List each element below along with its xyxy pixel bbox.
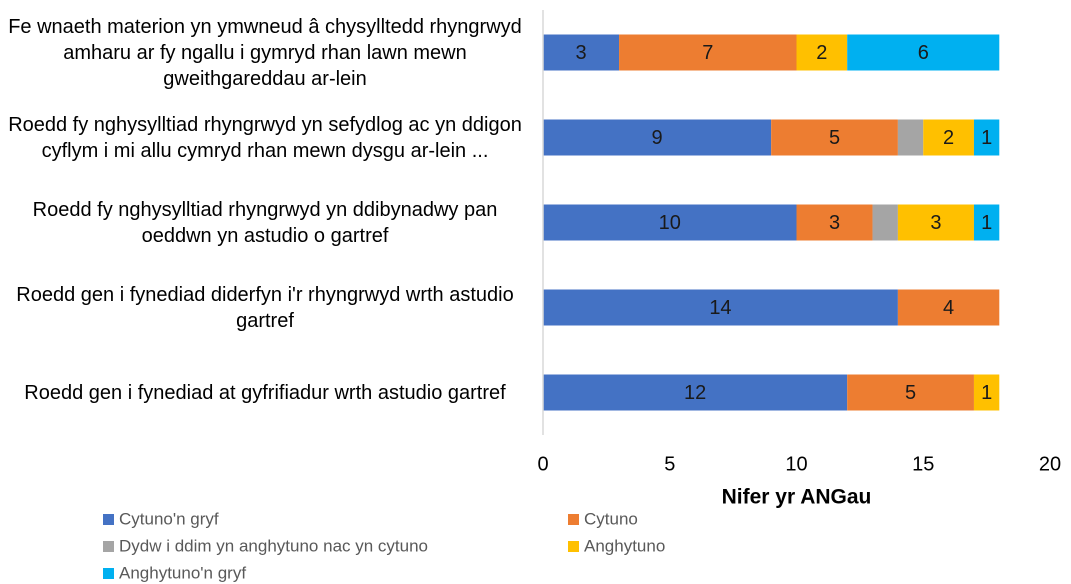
x-tick-label: 5 [664, 453, 675, 475]
bar-segment [847, 374, 974, 411]
data-label: 14 [709, 297, 731, 319]
bar-segment [543, 204, 797, 241]
legend-label: Anghytuno'n gryf [119, 563, 246, 582]
data-label: 10 [659, 212, 681, 234]
category-label: Roedd fy nghysylltiad rhyngrwyd yn ddiby… [32, 198, 498, 247]
legend-swatch [568, 541, 579, 552]
legend-label: Cytuno [584, 509, 638, 528]
category-label: Roedd gen i fynediad diderfyn i'r rhyngr… [16, 283, 514, 332]
bar-segment [847, 34, 1000, 71]
legend-swatch [103, 568, 114, 579]
category-label: Fe wnaeth materion yn ymwneud â chysyllt… [8, 15, 522, 90]
category-label: Roedd fy nghysylltiad rhyngrwyd yn sefyd… [8, 113, 522, 162]
bar-segment [796, 204, 873, 241]
data-label: 1 [981, 127, 992, 149]
legend-label: Anghytuno [584, 536, 665, 555]
data-label: 2 [943, 127, 954, 149]
category-label: Roedd gen i fynediad at gyfrifiadur wrth… [24, 381, 506, 404]
data-label: 5 [829, 127, 840, 149]
bar-segment [897, 119, 924, 156]
data-label: 1 [981, 212, 992, 234]
data-label: 12 [684, 382, 706, 404]
x-axis-title: Nifer yr ANGau [722, 486, 872, 509]
legend-swatch [103, 514, 114, 525]
legend-label: Dydw i ddim yn anghytuno nac yn cytuno [119, 536, 428, 555]
bar-segment [543, 34, 620, 71]
bar-segment [543, 289, 898, 326]
bar-segment [619, 34, 797, 71]
x-tick-label: 15 [912, 453, 934, 475]
data-label: 1 [981, 382, 992, 404]
x-tick-label: 20 [1039, 453, 1061, 475]
data-label: 7 [702, 42, 713, 64]
legend-label: Cytuno'n gryf [119, 509, 219, 528]
data-label: 9 [652, 127, 663, 149]
data-label: 4 [943, 297, 954, 319]
x-tick-label: 0 [537, 453, 548, 475]
bar-segment [543, 119, 772, 156]
data-label: 2 [816, 42, 827, 64]
bar-segment [771, 119, 898, 156]
bar-segment [897, 289, 1000, 326]
data-label: 3 [930, 212, 941, 234]
data-label: 5 [905, 382, 916, 404]
bar-segment [973, 374, 1000, 411]
bar-segment [543, 374, 848, 411]
legend-swatch [103, 541, 114, 552]
data-label: 3 [575, 42, 586, 64]
bar-segment [796, 34, 848, 71]
bar-segment [923, 119, 974, 156]
bar-segment [973, 119, 1000, 156]
data-label: 6 [918, 42, 929, 64]
legend-swatch [568, 514, 579, 525]
x-tick-label: 10 [785, 453, 807, 475]
data-label: 3 [829, 212, 840, 234]
bar-segment [897, 204, 974, 241]
bar-segment [872, 204, 898, 241]
bar-segment [973, 204, 1000, 241]
